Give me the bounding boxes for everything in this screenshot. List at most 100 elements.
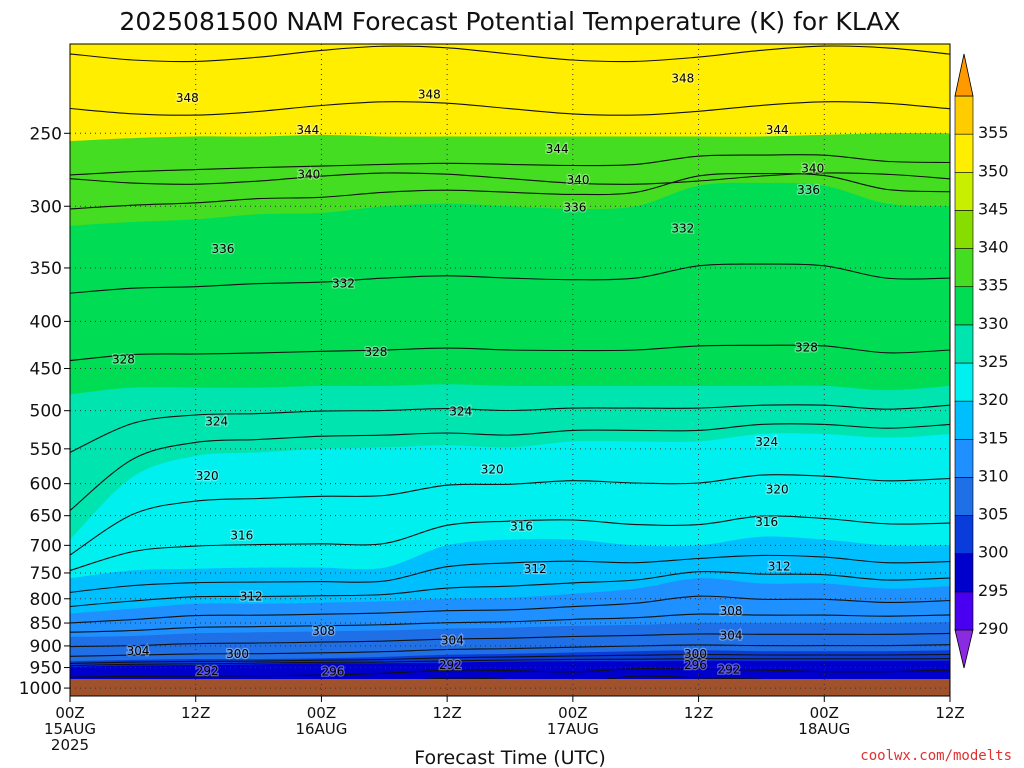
- contour-label: 312: [768, 559, 791, 573]
- contour-label: 292: [717, 663, 740, 677]
- x-tick-label: 12Z: [432, 704, 461, 722]
- colorbar-label: 300: [978, 543, 1009, 562]
- colorbar-segment: [954, 171, 974, 211]
- colorbar-segment: [954, 133, 974, 173]
- contour-label: 292: [439, 658, 462, 672]
- contour-label: 316: [755, 515, 778, 529]
- contour-line: [70, 570, 950, 608]
- contour-line: [70, 632, 950, 648]
- contour-label: 332: [332, 277, 355, 291]
- colorbar: 290 295 300 305 310 315 320 325 330 335 340 345 350 3…: [954, 53, 1009, 669]
- x-tick-label: 00Z: [558, 704, 587, 722]
- contour-label: 316: [510, 520, 533, 534]
- contour-label: 328: [112, 353, 135, 367]
- contour-label: 320: [481, 462, 504, 476]
- x-tick-label: 00Z: [810, 704, 839, 722]
- contour-line: [70, 344, 950, 362]
- colorbar-label: 345: [978, 199, 1009, 218]
- y-tick-label: 400: [30, 312, 62, 332]
- contour-label: 296: [321, 665, 344, 679]
- x-tick-label: 12Z: [181, 704, 210, 722]
- x-tick-label: 16AUG: [295, 720, 347, 738]
- contour-label: 348: [176, 91, 199, 105]
- y-tick-label: 1000: [19, 679, 62, 699]
- colorbar-segment: [954, 362, 974, 402]
- x-tick-label: 2025: [51, 736, 89, 754]
- y-tick-label: 750: [30, 564, 62, 584]
- colorbar-segment: [954, 95, 974, 135]
- contour-label: 304: [127, 644, 150, 658]
- chart-title: 2025081500 NAM Forecast Potential Temper…: [119, 7, 900, 36]
- contour-label: 344: [546, 142, 569, 156]
- y-tick-label: 800: [30, 590, 62, 610]
- contour-line: [70, 172, 950, 210]
- contour-line: [70, 668, 950, 678]
- colorbar-label: 315: [978, 428, 1009, 447]
- x-tick-label: 15AUG: [44, 720, 96, 738]
- contour-label: 292: [196, 664, 219, 678]
- contour-label: 296: [684, 658, 707, 672]
- contour-label: 312: [524, 562, 547, 576]
- colorbar-label: 290: [978, 619, 1009, 638]
- colorbar-segment: [954, 286, 974, 326]
- colorbar-segment: [954, 324, 974, 364]
- colorbar-label: 295: [978, 581, 1009, 600]
- x-tick-label: 00Z: [55, 704, 84, 722]
- contour-label: 300: [226, 647, 249, 661]
- colorbar-label: 340: [978, 238, 1009, 257]
- contour-label: 344: [766, 123, 789, 137]
- y-tick-label: 450: [30, 360, 62, 380]
- contour-label: 316: [230, 529, 253, 543]
- contour-line: [70, 263, 950, 294]
- colorbar-label: 350: [978, 161, 1009, 180]
- colorbar-label: 335: [978, 276, 1009, 295]
- contour-line: [70, 101, 950, 116]
- contour-line: [70, 613, 950, 633]
- x-tick-label: 12Z: [935, 704, 964, 722]
- contour-label: 324: [449, 404, 472, 418]
- colorbar-label: 355: [978, 123, 1009, 142]
- contour-label: 328: [795, 341, 818, 355]
- y-axis: 250 300 350 400 450 500 550 600 650 700 750 800 850 9…: [19, 124, 70, 699]
- y-tick-label: 550: [30, 440, 62, 460]
- colorbar-label: 305: [978, 505, 1009, 524]
- contour-line: [70, 404, 950, 453]
- contour-line: [70, 423, 950, 511]
- contour-label: 348: [671, 71, 694, 85]
- contour-label: 336: [797, 183, 820, 197]
- contour-line: [70, 554, 950, 593]
- plot-area: [70, 44, 950, 696]
- contour-label: 304: [441, 634, 464, 648]
- y-tick-label: 850: [30, 614, 62, 634]
- x-tick-label: 00Z: [307, 704, 336, 722]
- contour-label: 336: [563, 201, 586, 215]
- contour-label: 340: [801, 162, 824, 176]
- contour-label: 324: [205, 415, 228, 429]
- colorbar-label: 310: [978, 466, 1009, 485]
- plot-frame: [69, 43, 951, 697]
- x-tick-label: 17AUG: [547, 720, 599, 738]
- colorbar-segment: [954, 553, 974, 593]
- contour-line: [70, 653, 950, 664]
- colorbar-segment: [954, 591, 974, 631]
- y-tick-label: 600: [30, 475, 62, 495]
- y-tick-label: 350: [30, 259, 62, 279]
- contour-labels: 348 348 348 344 344 344 340 340 340 336 336 336 332 3…: [111, 70, 826, 680]
- contour-label: 332: [671, 221, 694, 235]
- contour-line: [70, 45, 950, 63]
- contour-label: 312: [240, 589, 263, 603]
- credit-text: coolwx.com/modelts: [860, 748, 1012, 764]
- y-tick-label: 650: [30, 507, 62, 527]
- x-tick-label: 12Z: [684, 704, 713, 722]
- contour-label: 324: [755, 435, 778, 449]
- colorbar-segment: [954, 515, 974, 555]
- x-tick-label: 18AUG: [798, 720, 850, 738]
- colorbar-segment: [954, 438, 974, 478]
- colorbar-segment: [954, 210, 974, 249]
- colorbar-label: 330: [978, 314, 1009, 333]
- contour-line: [70, 172, 950, 185]
- y-tick-label: 250: [30, 124, 62, 144]
- ground-strip: [70, 679, 950, 696]
